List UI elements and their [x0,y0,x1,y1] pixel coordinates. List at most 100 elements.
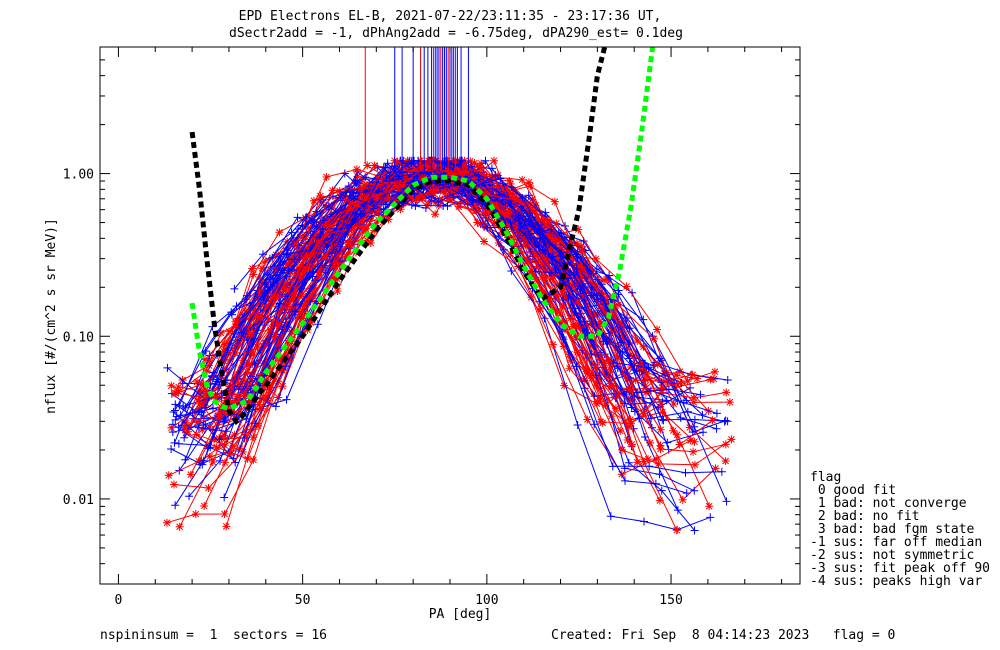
star-marker [174,383,183,392]
star-marker [257,394,266,403]
star-marker [478,189,487,198]
plus-marker [175,401,184,410]
data-trace [203,165,638,507]
data-trace [176,165,722,474]
star-marker [710,367,719,376]
plus-marker [201,403,210,412]
star-marker [220,441,229,450]
star-marker [344,250,353,259]
plus-marker [313,320,322,329]
plus-marker [592,264,601,273]
plus-marker [494,190,503,199]
star-marker [393,157,402,166]
data-trace [224,165,604,463]
trace-markers [201,163,665,450]
star-marker [583,415,592,424]
star-marker [655,496,664,505]
plus-marker [163,363,172,372]
star-marker [675,440,684,449]
plus-marker [524,191,533,200]
star-marker [672,526,681,535]
star-marker [555,308,564,317]
star-marker [310,283,319,292]
star-marker [524,178,533,187]
plus-marker [580,296,589,305]
plus-marker [242,291,251,300]
x-tick-label: 50 [295,593,311,608]
star-marker [598,418,607,427]
plus-marker [614,286,623,295]
star-marker [222,522,231,531]
star-marker [646,438,655,447]
plus-marker [220,493,229,502]
star-marker [600,359,609,368]
star-marker [194,457,203,466]
star-marker [493,190,502,199]
star-marker [620,417,629,426]
x-tick-label: 150 [659,593,682,608]
plus-marker [622,313,631,322]
star-marker [195,389,204,398]
plus-marker [230,284,239,293]
plus-marker [434,197,443,206]
star-marker [683,377,692,386]
fit-curves-group [189,47,656,426]
star-marker [243,454,252,463]
star-marker [317,198,326,207]
plus-marker [623,323,632,332]
star-marker [490,156,499,165]
star-marker [721,440,730,449]
y-axis-label: nflux [#/(cm^2 s sr MeV)] [44,218,59,414]
plus-marker [198,460,207,469]
legend-item: -1 sus: far off median [810,535,982,550]
star-marker [587,370,596,379]
star-marker [219,347,228,356]
star-marker [205,361,214,370]
star-marker [212,443,221,452]
plus-marker [696,390,705,399]
plus-marker [531,267,540,276]
star-marker [626,419,635,428]
plus-marker [319,216,328,225]
star-marker [595,317,604,326]
star-marker [535,255,544,264]
plus-marker [483,223,492,232]
star-marker [162,518,171,527]
star-marker [300,254,309,263]
star-marker [246,312,255,321]
plus-marker [659,416,668,425]
star-marker [639,342,648,351]
plus-marker [599,337,608,346]
star-marker [314,238,323,247]
star-marker [170,388,179,397]
star-marker [626,386,635,395]
star-marker [412,195,421,204]
star-marker [595,322,604,331]
plus-marker [723,375,732,384]
star-marker [292,239,301,248]
star-marker [322,229,331,238]
plus-marker [587,291,596,300]
star-marker [565,350,574,359]
plus-marker [658,415,667,424]
data-trace [175,179,622,421]
star-marker [255,400,264,409]
star-marker [523,257,532,266]
plus-marker [518,194,527,203]
star-marker [527,293,536,302]
plus-marker [494,232,503,241]
plus-marker [468,196,477,205]
star-marker [686,436,695,445]
star-marker [377,181,386,190]
vertical-stems-group [364,47,469,171]
star-marker [512,200,521,209]
star-marker [622,282,631,291]
plus-marker [717,467,726,476]
star-marker [601,401,610,410]
star-marker [578,272,587,281]
plus-marker [624,458,633,467]
star-marker [552,251,561,260]
plus-marker [683,407,692,416]
star-marker [656,441,665,450]
legend-item: 1 bad: not converge [810,496,967,511]
